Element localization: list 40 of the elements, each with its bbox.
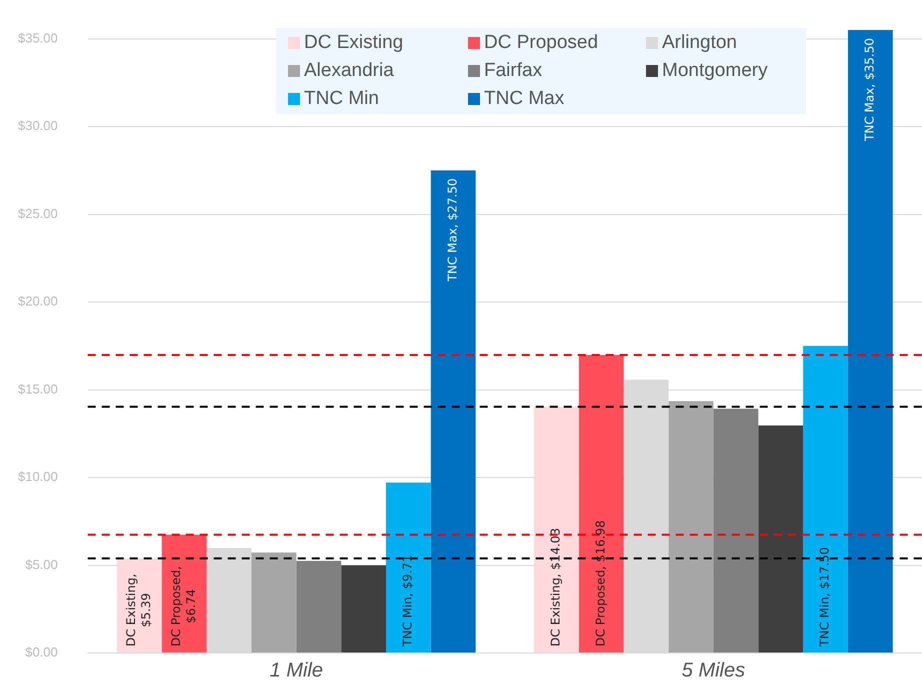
bar bbox=[162, 534, 207, 652]
bar bbox=[578, 355, 624, 652]
bar bbox=[341, 565, 386, 652]
data-label: DC Existing, $5.39 bbox=[124, 574, 154, 646]
data-label: DC Existing, $14.03 bbox=[548, 528, 563, 646]
bar bbox=[296, 560, 342, 652]
y-tick-label: $30.00 bbox=[18, 118, 58, 134]
data-label: TNC Min, $9.71 bbox=[400, 554, 415, 648]
y-tick-label: $25.00 bbox=[18, 206, 58, 221]
bar bbox=[803, 346, 848, 652]
bar bbox=[713, 408, 758, 652]
bar bbox=[386, 482, 431, 652]
data-label: TNC Min, $17.50 bbox=[818, 547, 832, 648]
y-tick-label: $0.00 bbox=[25, 644, 58, 660]
bar bbox=[758, 426, 804, 652]
legend-label: TNC Min bbox=[304, 88, 379, 110]
data-label: TNC Max, $27.50 bbox=[445, 178, 460, 282]
x-tick-label: 1 Mile bbox=[270, 660, 323, 682]
y-tick-label: $10.00 bbox=[18, 469, 58, 484]
y-tick-label: $20.00 bbox=[18, 294, 58, 309]
bar bbox=[848, 30, 893, 652]
y-tick-label: $15.00 bbox=[18, 381, 58, 396]
legend-label: Montgomery bbox=[662, 60, 768, 82]
legend-label: Alexandria bbox=[304, 60, 394, 82]
bar bbox=[668, 401, 714, 652]
y-tick-label: $5.00 bbox=[25, 556, 58, 572]
bar bbox=[534, 406, 579, 652]
legend-label: DC Existing bbox=[304, 32, 404, 54]
data-label: DC Proposed, $16.98 bbox=[593, 520, 608, 646]
bar bbox=[430, 170, 476, 652]
x-tick-label: 5 Miles bbox=[682, 660, 746, 682]
legend-label: Arlington bbox=[662, 32, 737, 54]
bar bbox=[251, 552, 296, 652]
data-label: TNC Max, $35.50 bbox=[862, 38, 877, 142]
legend-label: DC Proposed bbox=[484, 32, 598, 54]
legend-label: Fairfax bbox=[484, 60, 542, 82]
bar bbox=[116, 558, 162, 652]
legend-label: TNC Max bbox=[484, 88, 564, 110]
data-label: DC Proposed, $6.74 bbox=[168, 566, 198, 646]
y-tick-label: $35.00 bbox=[18, 30, 58, 46]
